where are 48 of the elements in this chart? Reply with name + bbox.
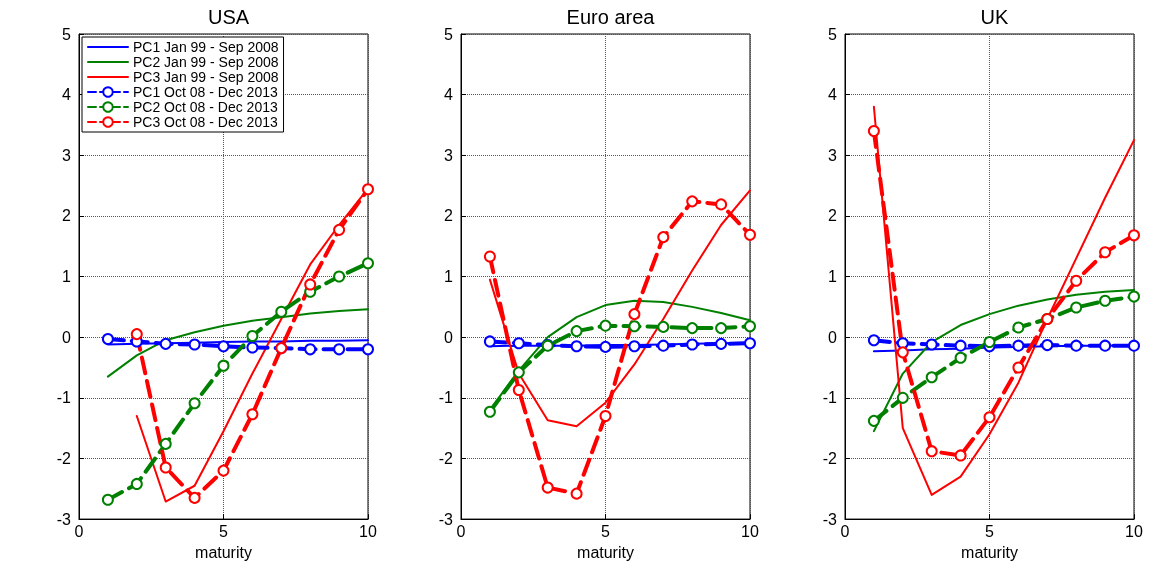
x-axis-title: maturity [961,543,1018,561]
chart-title: UK [980,6,1010,28]
y-tick-label: 5 [828,25,838,43]
x-tick-label: 0 [74,522,84,540]
chart-title: Euro area [566,6,656,28]
y-tick-label: 0 [62,328,72,346]
x-tick-label: 5 [601,522,611,540]
legend-label: PC3 Oct 08 - Dec 2013 [133,114,278,130]
y-tick-label: -1 [438,389,454,407]
x-tick-label: 5 [219,522,229,540]
y-tick-label: -1 [822,389,838,407]
x-tick-label: 10 [741,522,759,540]
y-tick-label: -3 [56,510,72,528]
y-tick-label: 5 [444,25,454,43]
y-tick-label: -2 [56,449,72,467]
x-tick-label: 0 [840,522,850,540]
x-tick-label: 10 [1125,522,1143,540]
y-tick-label: 4 [828,86,838,104]
y-tick-label: 0 [444,328,454,346]
x-tick-label: 10 [359,522,377,540]
y-tick-label: 3 [62,146,72,164]
y-tick-label: 2 [828,207,838,225]
y-tick-label: -2 [822,449,838,467]
y-tick-label: 2 [62,207,72,225]
legend-label: PC3 Jan 99 - Sep 2008 [133,69,279,85]
y-tick-label: -2 [438,449,454,467]
y-tick-label: 0 [828,328,838,346]
y-tick-label: -3 [822,510,838,528]
legend-label: PC1 Jan 99 - Sep 2008 [133,39,279,55]
legend-label: PC2 Jan 99 - Sep 2008 [133,54,279,70]
y-tick-label: -3 [438,510,454,528]
legend-label: PC1 Oct 08 - Dec 2013 [133,84,278,100]
legend-label: PC2 Oct 08 - Dec 2013 [133,99,278,115]
y-tick-label: -1 [56,389,72,407]
y-tick-label: 3 [444,146,454,164]
y-tick-label: 4 [62,86,72,104]
x-axis-title: maturity [195,543,252,561]
y-tick-label: 1 [444,268,454,286]
x-tick-label: 0 [456,522,466,540]
x-tick-label: 5 [985,522,995,540]
y-tick-label: 5 [62,25,72,43]
y-tick-label: 4 [444,86,454,104]
y-tick-label: 1 [828,268,838,286]
chart-title: USA [207,6,250,28]
x-axis-title: maturity [577,543,634,561]
y-tick-label: 3 [828,146,838,164]
y-tick-label: 2 [444,207,454,225]
y-tick-label: 1 [62,268,72,286]
